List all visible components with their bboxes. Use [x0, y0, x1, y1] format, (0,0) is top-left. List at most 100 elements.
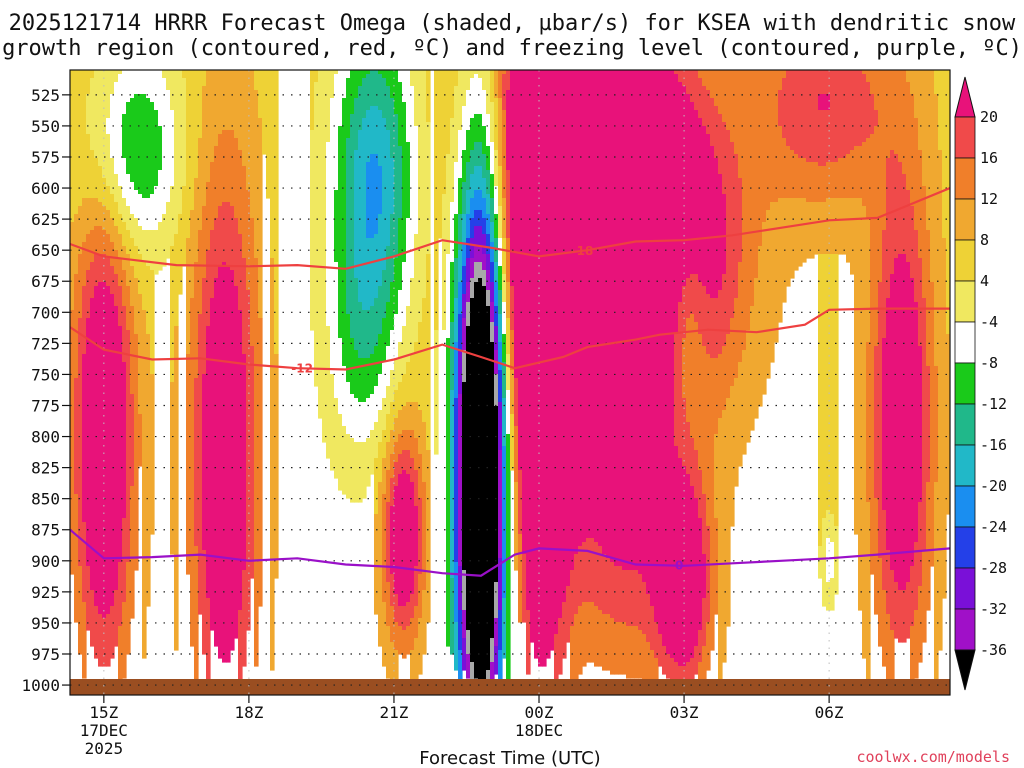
omega-cell — [386, 582, 391, 627]
omega-cell — [774, 202, 779, 343]
omega-cell — [406, 450, 411, 475]
omega-cell — [78, 206, 83, 255]
omega-cell — [486, 194, 491, 215]
omega-cell — [478, 210, 483, 227]
omega-cell — [94, 226, 99, 255]
omega-cell — [274, 70, 279, 355]
omega-cell — [122, 222, 127, 247]
omega-cell — [498, 610, 503, 651]
omega-cell — [362, 442, 367, 499]
omega-cell — [122, 362, 127, 519]
omega-cell — [470, 150, 475, 175]
x-tick-year: 2025 — [85, 739, 124, 758]
omega-cell — [354, 278, 359, 351]
omega-cell — [498, 402, 503, 451]
omega-cell — [394, 462, 399, 487]
omega-cell — [706, 622, 711, 671]
omega-cell — [390, 98, 395, 159]
omega-cell — [102, 206, 107, 231]
omega-cell — [470, 78, 475, 119]
omega-cell — [402, 430, 407, 451]
omega-cell — [158, 126, 163, 171]
omega-cell — [346, 314, 351, 383]
ground-surface — [70, 679, 950, 695]
omega-cell — [926, 230, 931, 367]
omega-cell — [362, 310, 367, 359]
omega-cell — [702, 646, 707, 683]
omega-cell — [118, 234, 123, 259]
omega-cell — [742, 350, 747, 455]
omega-cell — [130, 266, 135, 307]
omega-cell — [718, 354, 723, 419]
omega-cell — [98, 226, 103, 255]
omega-cell — [730, 318, 735, 387]
omega-cell — [794, 198, 799, 271]
omega-cell — [370, 394, 375, 431]
omega-cell — [758, 70, 763, 247]
omega-cell — [450, 322, 455, 391]
omega-cell — [454, 70, 459, 87]
omega-cell — [846, 70, 851, 155]
omega-cell — [890, 274, 895, 571]
omega-cell — [598, 610, 603, 667]
omega-cell — [370, 238, 375, 307]
omega-cell — [338, 126, 343, 339]
y-tick-label: 525 — [31, 86, 60, 105]
omega-cell — [450, 202, 455, 263]
omega-cell — [734, 154, 739, 299]
omega-cell — [578, 70, 583, 547]
omega-cell — [794, 154, 799, 199]
omega-cell — [470, 70, 475, 79]
omega-cell — [514, 482, 519, 571]
omega-cell — [602, 70, 607, 555]
omega-cell — [374, 154, 379, 235]
omega-cell — [470, 258, 475, 279]
omega-cell — [558, 618, 563, 675]
omega-cell — [782, 78, 787, 139]
omega-cell — [426, 70, 431, 123]
omega-cell — [198, 314, 203, 615]
omega-cell — [382, 602, 387, 667]
omega-cell — [406, 626, 411, 655]
omega-cell — [686, 662, 691, 687]
omega-cell — [706, 294, 711, 355]
omega-cell — [782, 70, 787, 79]
omega-cell — [874, 498, 879, 615]
colorbar-tick-label: -20 — [980, 477, 1007, 495]
omega-cell — [398, 454, 403, 475]
colorbar-tick-label: -12 — [980, 395, 1007, 413]
omega-cell — [846, 198, 851, 263]
omega-cell — [702, 598, 707, 647]
omega-cell — [406, 306, 411, 363]
omega-cell — [602, 614, 607, 671]
omega-cell — [86, 566, 91, 631]
omega-cell — [378, 482, 383, 647]
omega-cell — [502, 198, 507, 239]
omega-cell — [502, 302, 507, 335]
omega-cell — [822, 518, 827, 607]
omega-cell — [906, 70, 911, 83]
omega-cell — [170, 382, 175, 555]
omega-cell — [462, 294, 467, 319]
omega-cell — [626, 626, 631, 679]
omega-cell — [866, 342, 871, 503]
omega-cell — [718, 70, 723, 115]
omega-cell — [390, 158, 395, 215]
colorbar-tick-label: 8 — [980, 231, 989, 249]
omega-cell — [922, 70, 927, 187]
omega-cell — [590, 602, 595, 663]
omega-cell — [586, 602, 591, 663]
omega-cell — [146, 334, 151, 607]
omega-cell — [490, 198, 495, 223]
omega-cell — [170, 70, 175, 111]
omega-cell — [158, 170, 163, 223]
omega-cell — [474, 114, 479, 143]
omega-cell — [834, 70, 839, 163]
omega-cell — [934, 366, 939, 483]
omega-cell — [474, 210, 479, 227]
omega-cell — [242, 258, 247, 355]
omega-cell — [594, 606, 599, 667]
omega-cell — [886, 614, 891, 683]
omega-cell — [94, 254, 99, 287]
omega-cell — [194, 70, 199, 179]
